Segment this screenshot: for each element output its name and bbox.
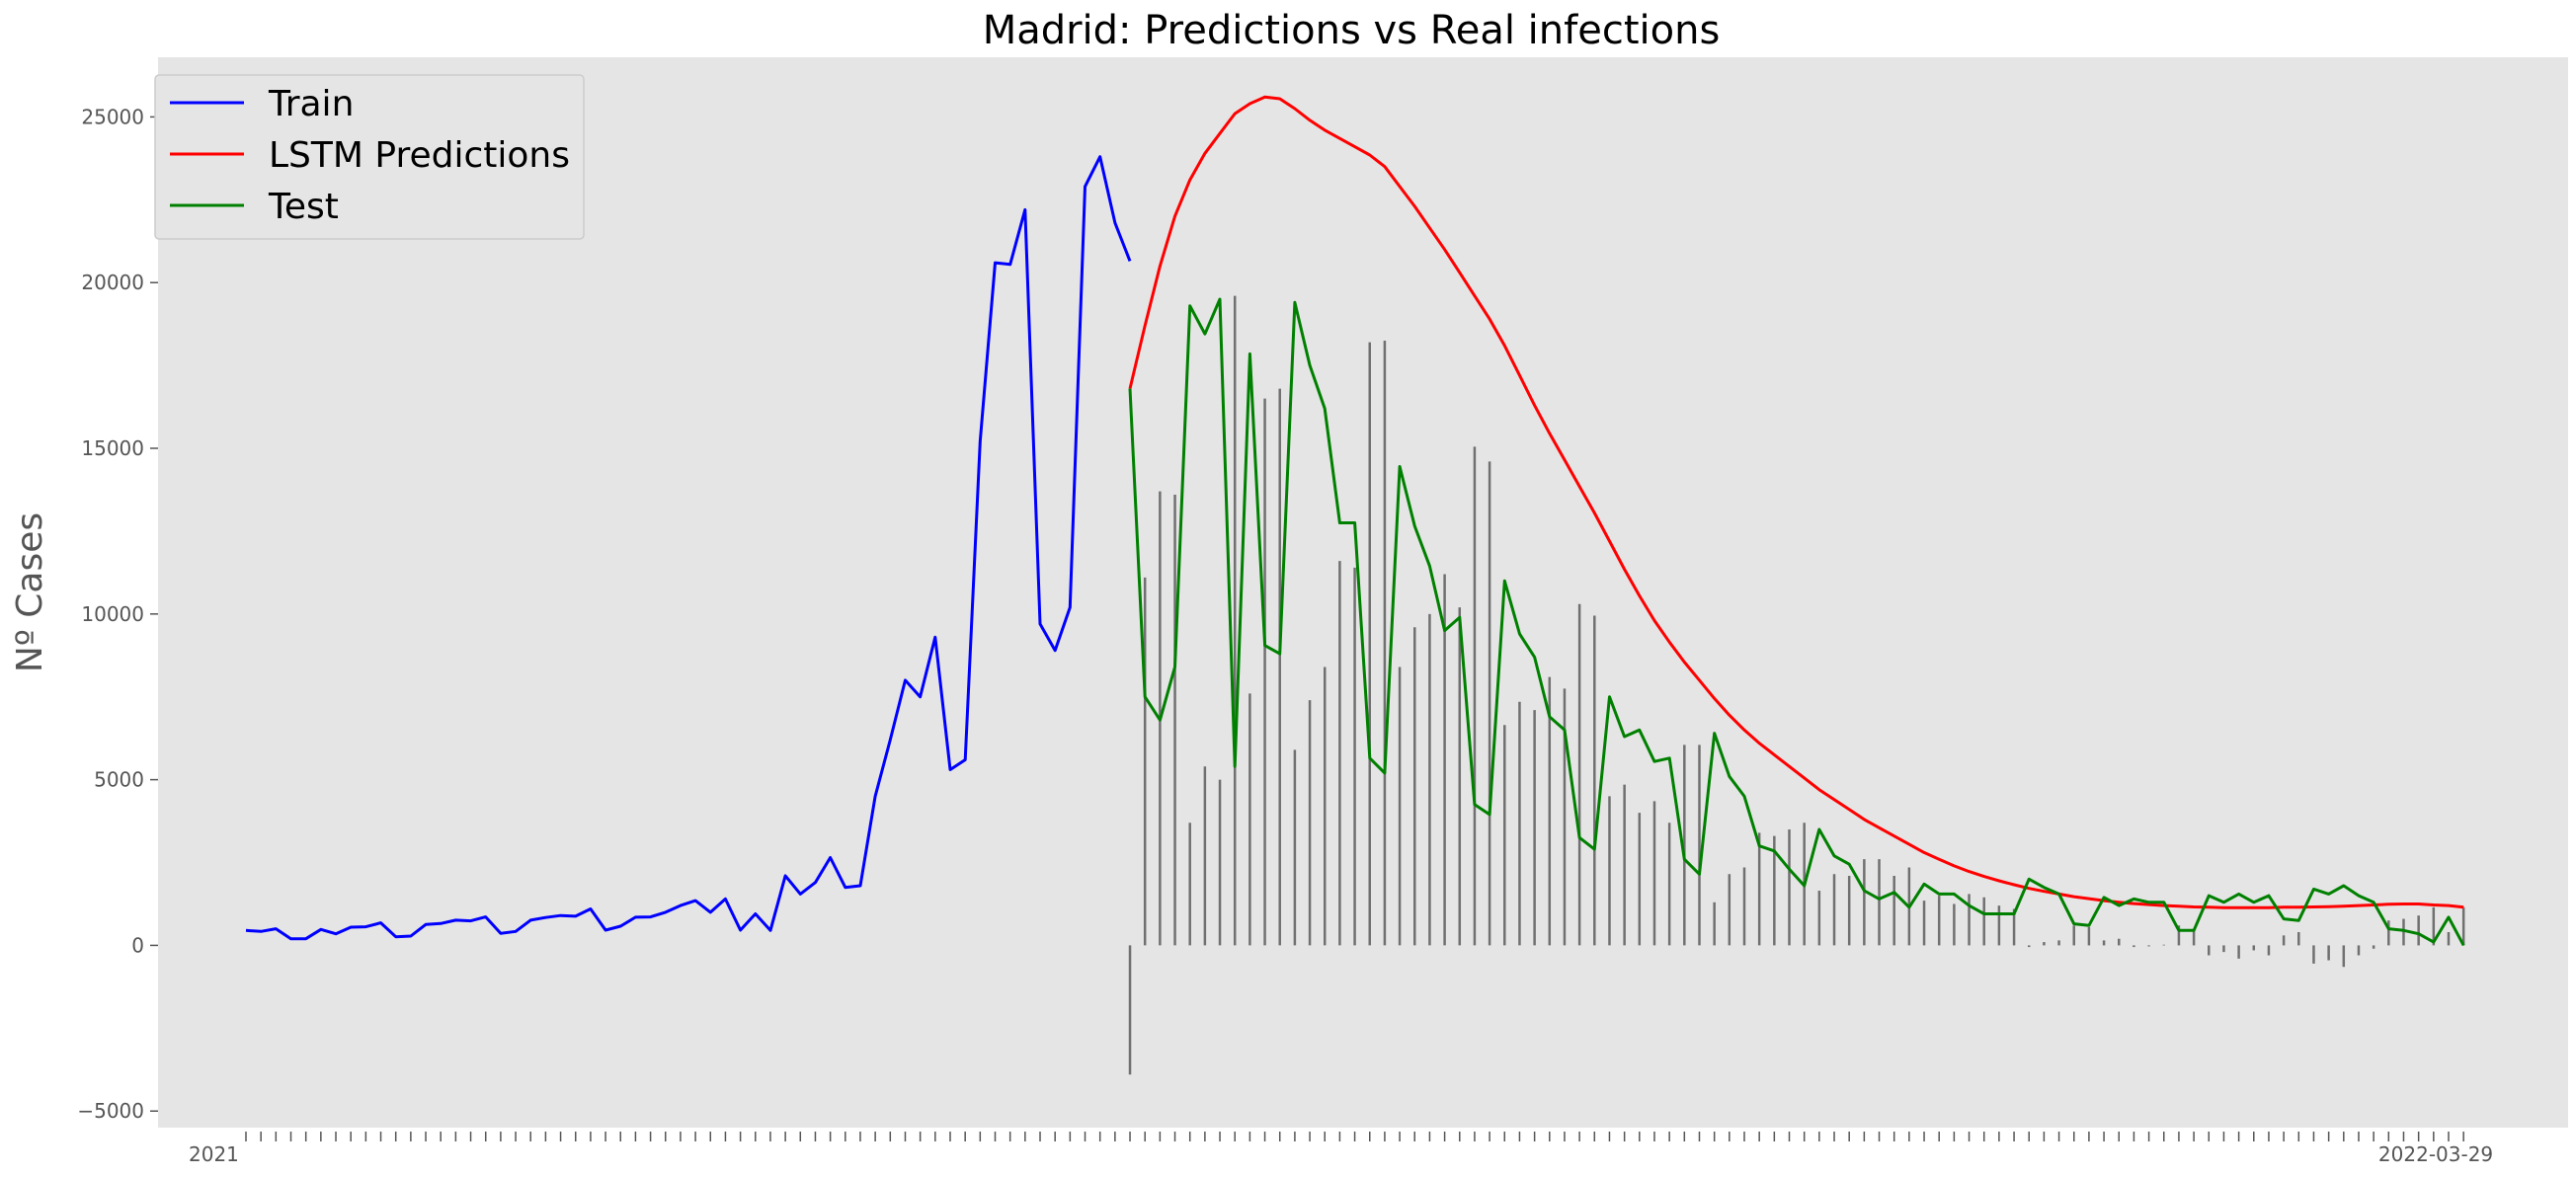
- legend-label-lstm-predictions: LSTM Predictions: [269, 135, 570, 176]
- legend-label-test: Test: [268, 187, 339, 227]
- series-line-test: [1128, 297, 2465, 947]
- legend: Train LSTM Predictions Test: [154, 74, 585, 240]
- series-lines: [245, 95, 2465, 947]
- series-line-train: [245, 155, 1132, 941]
- x-axis-ticks: 2021 2022-03-29: [189, 1132, 2493, 1166]
- series-line-lstm-predictions: [1128, 95, 2464, 909]
- y-tick-label: 10000: [81, 602, 144, 626]
- y-tick-label: −5000: [77, 1099, 144, 1123]
- legend-label-train: Train: [268, 84, 354, 124]
- y-tick-label: 25000: [81, 105, 144, 128]
- y-tick-label: 0: [131, 933, 144, 957]
- y-axis-label: Nº Cases: [10, 512, 50, 672]
- legend-box: [154, 74, 585, 240]
- y-tick-label: 5000: [94, 768, 144, 792]
- x-tick-label-last: 2022-03-29: [2378, 1142, 2493, 1166]
- x-tick-label-first: 2021: [189, 1142, 239, 1166]
- y-tick-label: 15000: [81, 436, 144, 460]
- y-tick-label: 20000: [81, 271, 144, 294]
- chart-title: Madrid: Predictions vs Real infections: [983, 8, 1721, 53]
- y-axis-ticks: −5000 0 5000 10000 15000 20000 25000: [77, 105, 158, 1123]
